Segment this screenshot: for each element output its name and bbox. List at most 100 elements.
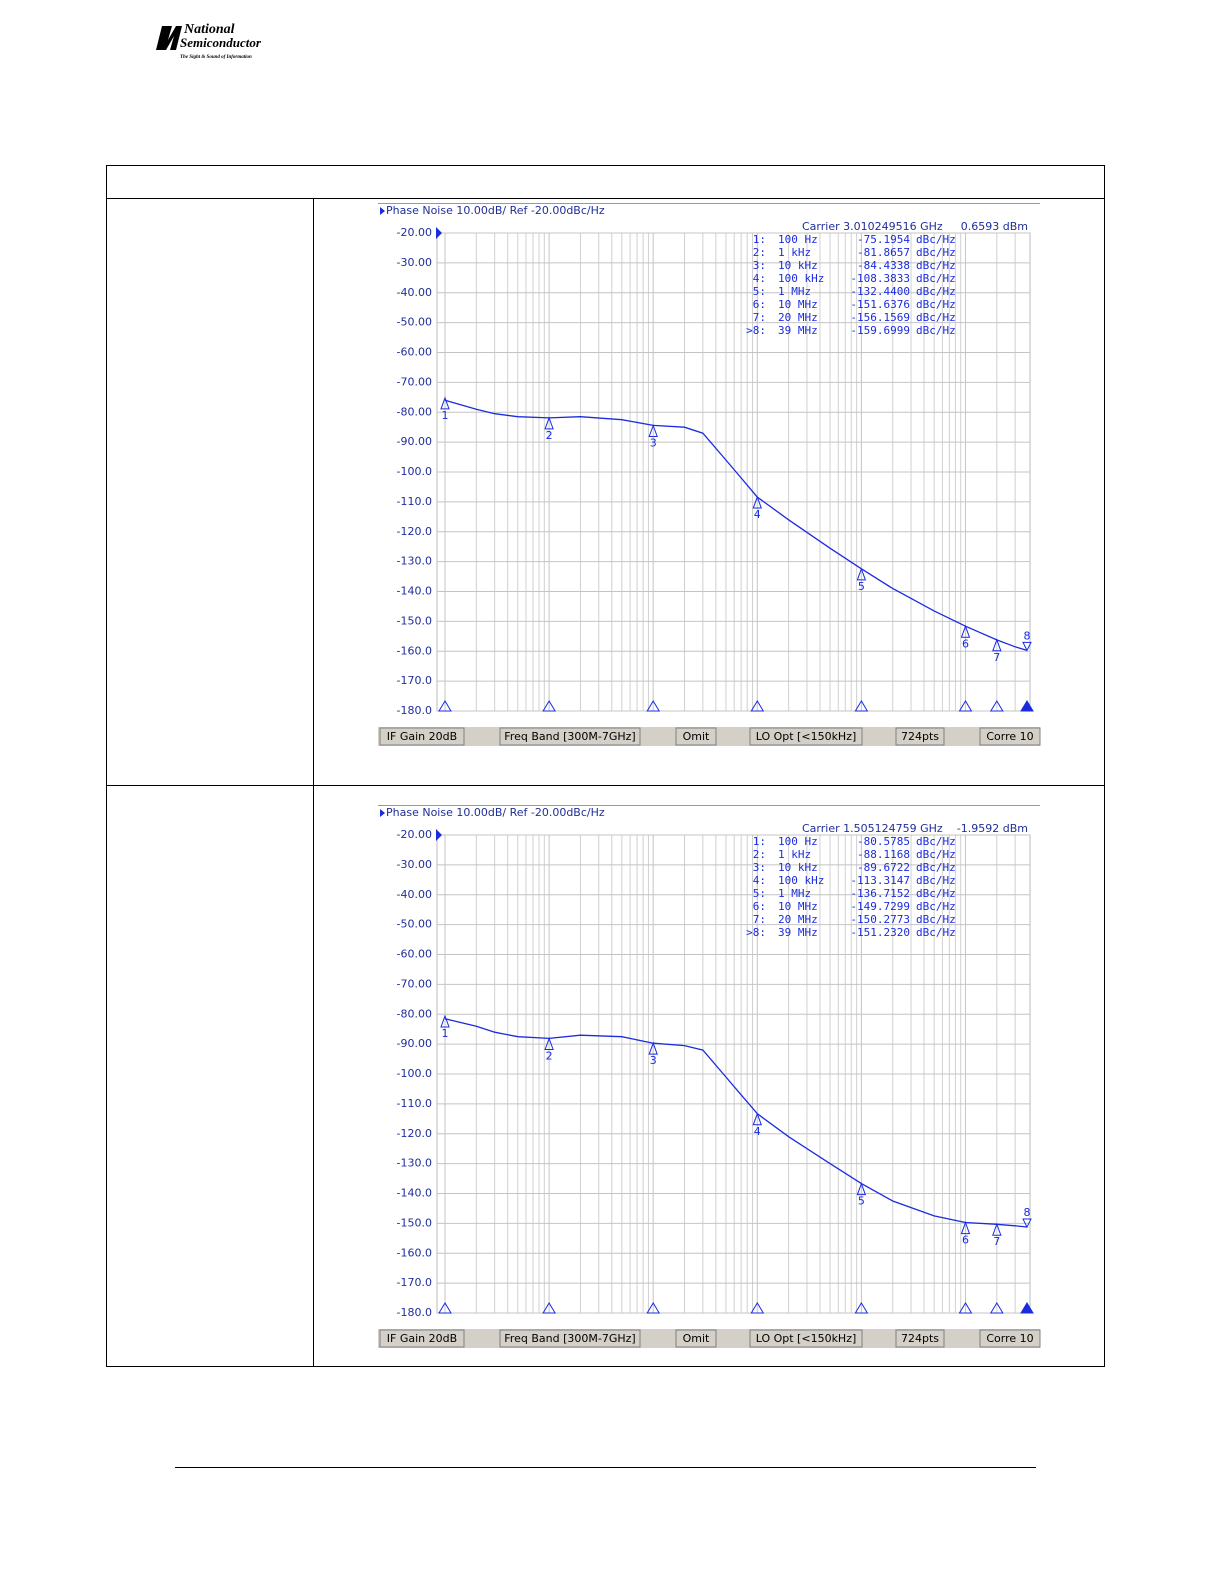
y-tick-label: -70.00 (397, 977, 432, 990)
y-tick-label: -160.0 (397, 644, 432, 657)
marker-row-value: -89.6722 (857, 861, 910, 874)
status-cell (499, 727, 641, 746)
marker-row-unit: dBc/Hz (916, 259, 956, 272)
marker-row-freq: 20 MHz (778, 311, 818, 324)
marker-row-value: -132.4400 (850, 285, 910, 298)
marker-row-value: -136.7152 (850, 887, 910, 900)
y-tick-label: -120.0 (397, 1127, 432, 1140)
marker-id: 8 (1024, 1206, 1031, 1219)
marker-row-freq: 100 Hz (778, 835, 818, 848)
marker (648, 1041, 658, 1055)
marker-row-label: 4: (753, 874, 766, 887)
marker-row-value: -88.1168 (857, 848, 910, 861)
logo: National Semiconductor The Sight & Sound… (156, 22, 262, 60)
status-cell (379, 1329, 465, 1348)
marker-foot (958, 1302, 973, 1314)
marker-row-freq: 10 MHz (778, 298, 818, 311)
marker-row-unit: dBc/Hz (916, 913, 956, 926)
marker-row-label: 7: (753, 311, 766, 324)
ref-arrow (436, 829, 442, 841)
marker-row-unit: dBc/Hz (916, 246, 956, 259)
y-tick-label: -170.0 (397, 674, 432, 687)
marker-foot (989, 700, 1004, 712)
status-cell (379, 727, 465, 746)
y-tick-label: -130.0 (397, 555, 432, 568)
marker-row-label: 5: (753, 887, 766, 900)
marker-row-label: >8: (746, 926, 766, 939)
marker-row-label: 6: (753, 298, 766, 311)
status-text: IF Gain 20dB (387, 1332, 457, 1345)
marker-row-freq: 20 MHz (778, 913, 818, 926)
logo-line2: Semiconductor (180, 35, 262, 50)
marker-row-unit: dBc/Hz (916, 272, 956, 285)
marker-row-unit: dBc/Hz (916, 926, 956, 939)
y-tick-label: -20.00 (397, 226, 432, 239)
y-tick-label: -170.0 (397, 1276, 432, 1289)
status-text: IF Gain 20dB (387, 730, 457, 743)
marker-row-freq: 1 MHz (778, 285, 811, 298)
marker-id: 3 (650, 436, 657, 449)
marker-row-value: -149.7299 (850, 900, 910, 913)
marker-foot (750, 700, 765, 712)
y-tick-label: -150.0 (397, 614, 432, 627)
carrier-power: 0.6593 dBm (961, 220, 1028, 233)
y-tick-label: -110.0 (397, 1097, 432, 1110)
y-tick-label: -80.00 (397, 1007, 432, 1020)
marker-id: 1 (442, 409, 449, 422)
marker-id: 6 (962, 637, 969, 650)
marker (544, 416, 554, 430)
status-cell (499, 1329, 641, 1348)
noise-trace (444, 1018, 1028, 1228)
status-text: Corre 10 (986, 1332, 1033, 1345)
chart-title: Phase Noise 10.00dB/ Ref -20.00dBc/Hz (386, 204, 605, 217)
y-tick-label: -160.0 (397, 1246, 432, 1259)
y-tick-label: -140.0 (397, 585, 432, 598)
marker-row-value: -84.4338 (857, 259, 910, 272)
marker-foot (989, 1302, 1004, 1314)
y-tick-label: -40.00 (397, 888, 432, 901)
marker-row-label: 6: (753, 900, 766, 913)
marker-row-unit: dBc/Hz (916, 298, 956, 311)
y-tick-label: -20.00 (397, 828, 432, 841)
marker-row-label: 2: (753, 848, 766, 861)
marker-row-unit: dBc/Hz (916, 311, 956, 324)
marker-row-freq: 10 MHz (778, 900, 818, 913)
y-tick-label: -90.00 (397, 1037, 432, 1050)
marker-foot (438, 1302, 452, 1314)
y-tick-label: -150.0 (397, 1216, 432, 1229)
y-tick-label: -50.00 (397, 918, 432, 931)
marker-row-value: -159.6999 (850, 324, 910, 337)
marker-row-value: -113.3147 (850, 874, 910, 887)
marker-row-freq: 1 kHz (778, 848, 811, 861)
status-cell (979, 1329, 1041, 1348)
marker-row-freq: 100 kHz (778, 272, 824, 285)
marker-row-unit: dBc/Hz (916, 874, 956, 887)
status-text: LO Opt [<150kHz] (756, 1332, 857, 1345)
marker-row-value: -80.5785 (857, 835, 910, 848)
y-tick-label: -90.00 (397, 435, 432, 448)
y-tick-label: -100.0 (397, 465, 432, 478)
marker-row-value: -156.1569 (850, 311, 910, 324)
marker-foot (438, 700, 452, 712)
marker (544, 1037, 554, 1050)
marker-row-freq: 39 MHz (778, 926, 818, 939)
marker (440, 396, 450, 410)
marker-row-freq: 1 kHz (778, 246, 811, 259)
marker-id: 8 (1024, 629, 1031, 642)
marker-id: 4 (754, 1125, 761, 1138)
status-cell (675, 1329, 717, 1348)
marker (440, 1014, 450, 1028)
marker-id: 2 (546, 1049, 553, 1062)
status-text: 724pts (901, 730, 939, 743)
y-tick-label: -70.00 (397, 375, 432, 388)
logo-line1: National (183, 22, 235, 37)
marker-id: 5 (858, 1195, 865, 1208)
marker-id: 2 (546, 429, 553, 442)
carrier: Carrier 3.010249516 GHz (802, 220, 943, 233)
marker-row-label: 3: (753, 861, 766, 874)
marker-row-unit: dBc/Hz (916, 835, 956, 848)
status-cell (979, 727, 1041, 746)
y-tick-label: -50.00 (397, 316, 432, 329)
marker-row-freq: 100 Hz (778, 233, 818, 246)
marker-row-value: -151.2320 (850, 926, 910, 939)
